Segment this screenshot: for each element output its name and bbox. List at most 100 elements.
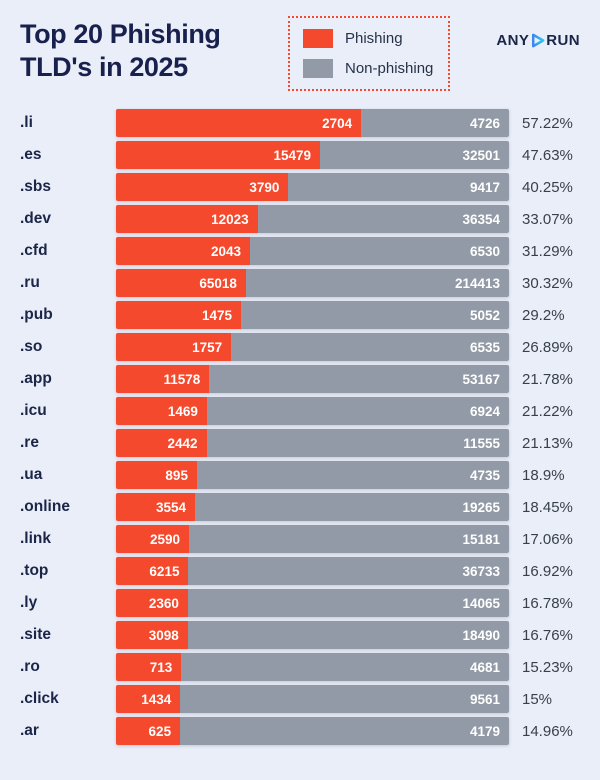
tld-label: .top xyxy=(20,562,49,579)
phishing-segment: 895 xyxy=(116,461,197,489)
nonphishing-value: 36354 xyxy=(462,211,500,227)
stacked-bar: 1757 6535 xyxy=(116,333,509,361)
ratio-percent: 16.76% xyxy=(522,626,573,644)
stacked-bar: 1434 9561 xyxy=(116,685,509,713)
stacked-bar: 2043 6530 xyxy=(116,237,509,265)
tld-label: .dev xyxy=(20,210,52,227)
phishing-value: 1469 xyxy=(167,403,198,419)
anyrun-logo: ANY RUN xyxy=(496,31,580,50)
phishing-segment: 1469 xyxy=(116,397,207,425)
tld-label: .li xyxy=(20,114,33,131)
tld-row: .li 2704 4726 57.22% xyxy=(0,109,600,137)
tld-label: .click xyxy=(20,690,59,707)
tld-label: .site xyxy=(20,626,52,643)
phishing-value: 2704 xyxy=(322,115,353,131)
phishing-value: 2043 xyxy=(210,243,242,259)
phishing-value: 625 xyxy=(148,723,172,739)
ratio-percent: 33.07% xyxy=(522,210,573,228)
phishing-value: 3554 xyxy=(155,499,187,515)
nonphishing-segment: 14065 xyxy=(187,589,509,617)
nonphishing-value: 18490 xyxy=(462,627,500,643)
nonphishing-segment: 5052 xyxy=(241,301,509,329)
phishing-value: 3098 xyxy=(148,627,179,643)
ratio-percent: 31.29% xyxy=(522,242,573,260)
nonphishing-segment: 6924 xyxy=(206,397,509,425)
phishing-value: 12023 xyxy=(211,211,249,227)
phishing-segment: 3790 xyxy=(116,173,289,201)
ratio-percent: 14.96% xyxy=(522,722,573,740)
tld-row: .icu 1469 6924 21.22% xyxy=(0,397,600,425)
nonphishing-segment: 214413 xyxy=(245,269,509,297)
tld-row: .es 15479 32501 47.63% xyxy=(0,141,600,169)
stacked-bar: 2360 14065 xyxy=(116,589,509,617)
stacked-bar: 625 4179 xyxy=(116,717,509,745)
phishing-segment: 12023 xyxy=(116,205,258,233)
tld-row: .ru 65018 214413 30.32% xyxy=(0,269,600,297)
nonphishing-segment: 19265 xyxy=(195,493,509,521)
nonphishing-value: 6535 xyxy=(469,339,500,355)
phishing-segment: 2704 xyxy=(116,109,362,137)
nonphishing-value: 53167 xyxy=(462,371,500,387)
phishing-value: 713 xyxy=(149,659,173,675)
ratio-percent: 16.78% xyxy=(522,594,573,612)
nonphishing-segment: 53167 xyxy=(209,365,509,393)
stacked-bar: 3790 9417 xyxy=(116,173,509,201)
stacked-bar: 12023 36354 xyxy=(116,205,509,233)
nonphishing-value: 9561 xyxy=(469,691,500,707)
tld-label: .app xyxy=(20,370,52,387)
stacked-bar: 2590 15181 xyxy=(116,525,509,553)
phishing-segment: 2590 xyxy=(116,525,190,553)
tld-row: .so 1757 6535 26.89% xyxy=(0,333,600,361)
tld-label: .sbs xyxy=(20,178,52,195)
tld-label: .ua xyxy=(20,466,43,483)
tld-row: .app 11578 53167 21.78% xyxy=(0,365,600,393)
nonphishing-value: 4735 xyxy=(469,467,500,483)
tld-row: .site 3098 18490 16.76% xyxy=(0,621,600,649)
tld-row: .ro 713 4681 15.23% xyxy=(0,653,600,681)
chart-rows: .li 2704 4726 57.22% .es 15479 32501 47.… xyxy=(0,109,600,745)
tld-row: .pub 1475 5052 29.2% xyxy=(0,301,600,329)
tld-label: .pub xyxy=(20,306,53,323)
nonphishing-segment: 11555 xyxy=(206,429,509,457)
phishing-segment: 2043 xyxy=(116,237,251,265)
legend-item-phishing: Phishing xyxy=(303,29,435,48)
nonphishing-segment: 36733 xyxy=(188,557,509,585)
phishing-segment: 1475 xyxy=(116,301,242,329)
nonphishing-value: 214413 xyxy=(454,275,500,291)
stacked-bar: 1469 6924 xyxy=(116,397,509,425)
ratio-percent: 40.25% xyxy=(522,178,573,196)
phishing-value: 3790 xyxy=(249,179,280,195)
stacked-bar: 3098 18490 xyxy=(116,621,509,649)
nonphishing-value: 36733 xyxy=(462,563,500,579)
nonphishing-segment: 18490 xyxy=(187,621,509,649)
tld-label: .online xyxy=(20,498,70,515)
phishing-segment: 65018 xyxy=(116,269,246,297)
ratio-percent: 15% xyxy=(522,690,553,708)
phishing-segment: 15479 xyxy=(116,141,321,169)
phishing-segment: 1757 xyxy=(116,333,232,361)
ratio-percent: 21.13% xyxy=(522,434,573,452)
phishing-value: 1434 xyxy=(141,691,172,707)
phishing-segment: 2360 xyxy=(116,589,188,617)
tld-label: .cfd xyxy=(20,242,48,259)
tld-row: .top 6215 36733 16.92% xyxy=(0,557,600,585)
tld-row: .dev 12023 36354 33.07% xyxy=(0,205,600,233)
stacked-bar: 3554 19265 xyxy=(116,493,509,521)
phishing-value: 1475 xyxy=(202,307,233,323)
ratio-percent: 30.32% xyxy=(522,274,573,292)
legend-item-nonphishing: Non-phishing xyxy=(303,59,435,78)
legend-label-phishing: Phishing xyxy=(345,30,403,47)
tld-label: .re xyxy=(20,434,39,451)
phishing-value: 2442 xyxy=(167,435,198,451)
tld-row: .ua 895 4735 18.9% xyxy=(0,461,600,489)
nonphishing-value: 32501 xyxy=(462,147,500,163)
ratio-percent: 17.06% xyxy=(522,530,573,548)
tld-label: .ar xyxy=(20,722,39,739)
phishing-segment: 1434 xyxy=(116,685,181,713)
ratio-percent: 47.63% xyxy=(522,146,573,164)
nonphishing-segment: 4726 xyxy=(361,109,509,137)
nonphishing-segment: 6535 xyxy=(231,333,509,361)
ratio-percent: 15.23% xyxy=(522,658,573,676)
stacked-bar: 1475 5052 xyxy=(116,301,509,329)
phishing-segment: 11578 xyxy=(116,365,210,393)
